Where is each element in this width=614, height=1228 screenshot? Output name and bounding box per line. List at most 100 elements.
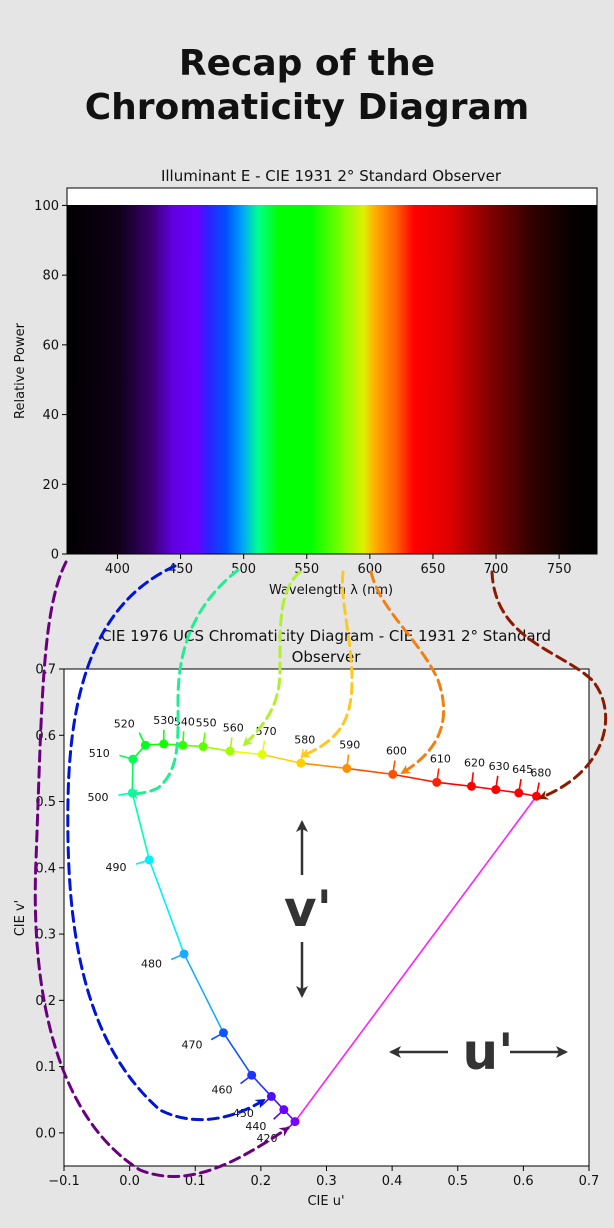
line-of-purples [294,795,538,1123]
cie-xtick-label: 0.7 [579,1174,600,1189]
locus-segment [346,767,393,776]
wavelength-label-630: 630 [489,760,510,773]
spectrum-x-ticks: 400 450 500 550 600 650 700 750 [105,554,572,577]
cie-y-ticks: 0.0 0.1 0.2 0.3 0.4 0.5 0.6 0.7 [35,663,64,1141]
locus-segment [148,859,185,955]
spectrum-plot: Illuminant E - CIE 1931 2° Standard Obse… [13,167,598,598]
cie-xtick-label: 0.3 [316,1174,337,1189]
wavelength-label-620: 620 [464,756,485,769]
wavelength-label-680: 680 [530,767,551,780]
wavelength-label-600: 600 [386,745,407,758]
spectrum-xtick-label: 600 [357,562,382,577]
cie-ytick-label: 0.7 [35,663,56,678]
spectrum-band [67,205,597,554]
page-title-line2: Chromaticity Diagram [84,87,530,128]
wavelength-marker-610 [432,777,442,787]
spectrum-ytick-label: 40 [42,408,59,423]
wavelength-label-645: 645 [512,763,533,776]
cie-xtick-label: 0.5 [447,1174,468,1189]
wavelength-marker-520 [140,740,150,750]
spectrum-ytick-label: 100 [34,199,59,214]
connector-violet-arrow [33,560,290,1178]
cie-ytick-label: 0.1 [35,1060,56,1075]
wavelength-label-520: 520 [114,718,135,731]
wavelength-marker-620 [467,781,477,791]
cie-ytick-label: 0.2 [35,994,56,1009]
wavelength-marker-580 [296,758,306,768]
wavelength-label-530: 530 [153,714,174,727]
wavelength-marker-470 [218,1028,228,1038]
locus-segment [262,753,302,764]
wavelength-marker-590 [342,763,352,773]
wavelength-marker-450 [266,1091,276,1101]
wavelength-marker-490 [144,855,154,865]
cie-xtick-label: 0.0 [119,1174,140,1189]
locus-segment [222,1032,253,1076]
wavelength-label-550: 550 [196,717,217,730]
connector-cyan-arrow [128,568,240,799]
wavelength-marker-420 [290,1117,300,1127]
spectrum-xtick-label: 750 [547,562,572,577]
locus-segment [229,750,263,756]
spectrum-xlabel: Wavelength λ (nm) [269,583,393,598]
spectrum-ytick-label: 0 [51,548,59,563]
wavelength-marker-440 [279,1105,289,1115]
wavelength-marker-645 [514,788,524,798]
cie-xtick-label: 0.2 [251,1174,272,1189]
spectrum-ytick-label: 80 [42,269,59,284]
wavelength-label-470: 470 [182,1038,203,1051]
wavelength-label-500: 500 [88,791,109,804]
spectrum-xtick-label: 700 [484,562,509,577]
wavelength-marker-480 [179,949,189,959]
locus-segment [202,745,231,752]
cie-plot-area [63,668,590,1167]
wavelength-marker-560 [225,746,235,756]
spectrum-ytick-label: 60 [42,338,59,353]
locus-segment [183,953,225,1034]
cie-xtick-label: 0.1 [185,1174,206,1189]
wavelength-label-490: 490 [105,861,126,874]
v-axis-big-label: v' [284,880,332,938]
connector-yellow-arrow [300,570,354,758]
connector-darkred-arrow [490,570,608,800]
spectrum-plot-frame [66,187,598,555]
spectrum-xtick-label: 650 [421,562,446,577]
spectrum-xtick-label: 450 [168,562,193,577]
spectrum-ylabel: Relative Power [13,322,28,419]
wavelength-marker-510 [128,754,138,764]
wavelength-marker-540 [178,740,188,750]
cie-ylabel: CIE v' [13,900,28,937]
page-title-line1: Recap of the [178,43,436,84]
connector-yellowgreen-arrow [242,570,302,747]
cie-ytick-label: 0.5 [35,795,56,810]
cie-ytick-label: 0.0 [35,1126,56,1141]
locus-segment [300,762,347,770]
wavelength-label-510: 510 [89,747,110,760]
locus-segment [131,759,134,793]
cie-xtick-label: 0.6 [513,1174,534,1189]
page-title: Recap of the Chromaticity Diagram [0,42,614,130]
cie-xtick-label: 0.4 [382,1174,403,1189]
wavelength-marker-460 [247,1070,257,1080]
wavelength-marker-570 [257,749,267,759]
wavelength-label-610: 610 [430,753,451,766]
locus-segment [392,773,437,784]
wavelength-label-580: 580 [294,733,315,746]
locus-segment [251,1074,272,1097]
spectrum-plot-title: Illuminant E - CIE 1931 2° Standard Obse… [161,167,502,185]
spectrum-ytick-label: 20 [42,478,59,493]
wavelength-marker-550 [198,742,208,752]
spectrum-y-ticks: 0 20 40 60 80 100 [34,199,67,563]
cie-ytick-label: 0.4 [35,861,56,876]
cie-ytick-label: 0.3 [35,928,56,943]
connector-blue-arrow [66,564,266,1122]
cie-x-ticks: −0.1 0.0 0.1 0.2 0.3 0.4 0.5 0.6 0.7 [48,1166,599,1189]
wavelength-label-480: 480 [141,957,162,970]
wavelength-label-420: 420 [256,1132,277,1145]
wavelength-label-440: 440 [245,1120,266,1133]
wavelength-label-590: 590 [339,739,360,752]
wavelength-label-460: 460 [212,1084,233,1097]
u-axis-big-label: u' [463,1023,514,1081]
